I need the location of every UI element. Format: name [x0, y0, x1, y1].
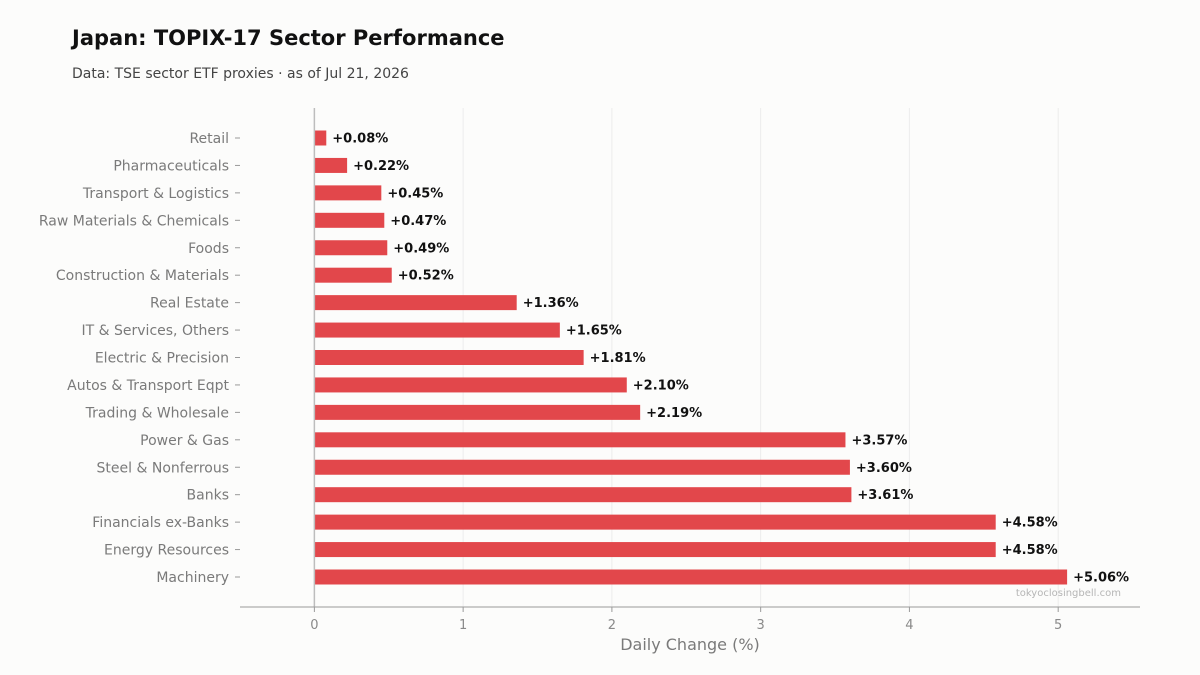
- bar: [314, 157, 348, 173]
- category-label: Retail: [189, 131, 229, 147]
- category-label: Machinery: [156, 570, 229, 586]
- x-tick-label: 0: [310, 618, 318, 633]
- x-tick-label: 3: [757, 618, 765, 633]
- bar: [314, 569, 1068, 585]
- x-tick-label: 4: [905, 618, 913, 633]
- value-label: +0.08%: [332, 132, 388, 147]
- x-tick-label: 5: [1054, 618, 1062, 633]
- value-label: +2.10%: [633, 378, 689, 393]
- value-label: +2.19%: [646, 406, 702, 421]
- labels: Retail +0.08% Pharmaceuticals +0.22% Transpo…: [39, 131, 1129, 586]
- x-tick-label: 1: [459, 618, 467, 633]
- category-label: Trading & Wholesale: [85, 405, 229, 421]
- category-label: Autos & Transport Eqpt: [67, 378, 229, 394]
- category-label: Banks: [187, 488, 229, 504]
- bar: [314, 212, 385, 228]
- value-label: +0.52%: [398, 269, 454, 284]
- category-label: Pharmaceuticals: [113, 158, 229, 174]
- category-label: Steel & Nonferrous: [97, 460, 229, 476]
- bar: [314, 322, 560, 338]
- category-label: Financials ex-Banks: [92, 515, 229, 531]
- category-label: Construction & Materials: [56, 268, 229, 284]
- value-label: +3.60%: [856, 461, 912, 476]
- chart-title: Japan: TOPIX-17 Sector Performance: [72, 26, 505, 50]
- bar: [314, 487, 852, 503]
- bar: [314, 542, 996, 558]
- value-label: +3.57%: [851, 433, 907, 448]
- bar: [314, 459, 850, 475]
- category-label: Raw Materials & Chemicals: [39, 213, 229, 229]
- category-label: Transport & Logistics: [82, 186, 229, 202]
- category-label: Electric & Precision: [95, 351, 229, 367]
- value-label: +3.61%: [857, 488, 913, 503]
- value-label: +1.81%: [590, 351, 646, 366]
- axes: 0 1 2 3 4 5: [235, 108, 1140, 633]
- bar: [314, 514, 996, 530]
- value-label: +4.58%: [1002, 543, 1058, 558]
- bar: [314, 185, 382, 201]
- bar: [314, 240, 388, 256]
- category-label: Foods: [188, 241, 229, 257]
- bar: [314, 377, 627, 393]
- x-axis-label: Daily Change (%): [620, 635, 760, 654]
- value-label: +0.22%: [353, 159, 409, 174]
- bar: [314, 432, 846, 448]
- bar: [314, 295, 517, 311]
- value-label: +0.49%: [393, 241, 449, 256]
- value-label: +0.47%: [390, 214, 446, 229]
- category-label: Real Estate: [150, 296, 229, 312]
- value-label: +0.45%: [387, 186, 443, 201]
- bars: [314, 130, 1068, 585]
- bar: [314, 267, 392, 283]
- bar: [314, 350, 584, 365]
- bar: [314, 130, 327, 146]
- value-label: +1.36%: [523, 296, 579, 311]
- value-label: +4.58%: [1002, 516, 1058, 531]
- bar: [314, 404, 641, 420]
- value-label: +5.06%: [1073, 571, 1129, 586]
- category-label: Energy Resources: [104, 543, 229, 559]
- watermark-text: tokyoclosingbell.com: [1016, 588, 1121, 599]
- x-tick-label: 2: [608, 618, 616, 633]
- category-label: IT & Services, Others: [82, 323, 229, 339]
- chart-subtitle: Data: TSE sector ETF proxies · as of Jul…: [72, 66, 409, 82]
- category-label: Power & Gas: [140, 433, 229, 449]
- value-label: +1.65%: [566, 324, 622, 339]
